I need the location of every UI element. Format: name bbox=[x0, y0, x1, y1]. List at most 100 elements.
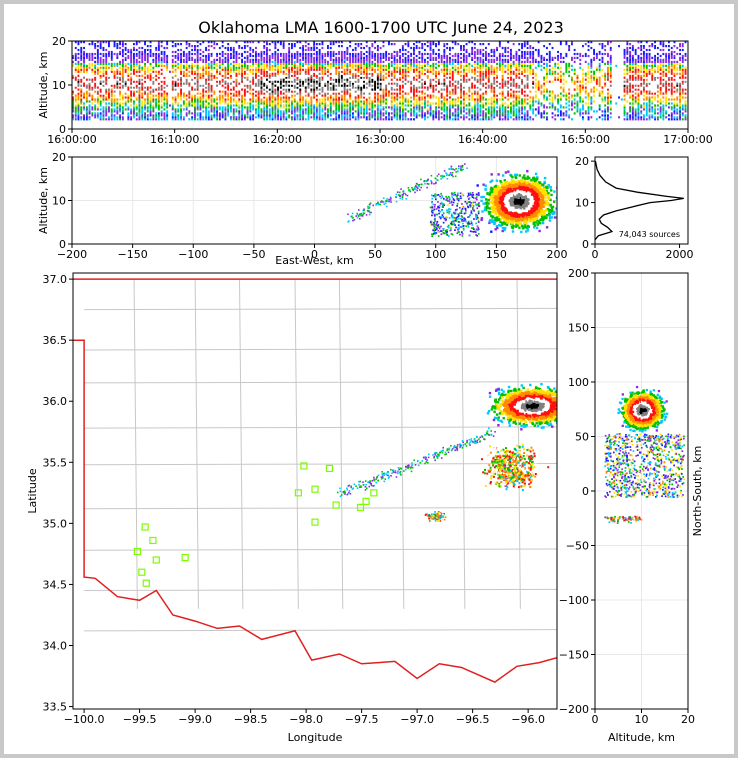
density-cell bbox=[72, 118, 74, 121]
density-cell bbox=[482, 74, 485, 77]
density-cell bbox=[171, 106, 174, 109]
density-cell bbox=[368, 52, 371, 56]
density-cell bbox=[307, 62, 310, 65]
density-cell bbox=[476, 70, 479, 73]
density-cell bbox=[202, 78, 205, 81]
density-cell bbox=[279, 72, 282, 75]
density-cell bbox=[363, 114, 365, 117]
density-cell bbox=[413, 64, 415, 67]
density-cell bbox=[221, 74, 224, 77]
density-cell bbox=[216, 116, 218, 119]
density-cell bbox=[413, 94, 415, 97]
density-cell bbox=[88, 94, 91, 97]
density-cell bbox=[185, 84, 188, 87]
density-cell bbox=[304, 92, 307, 95]
density-cell bbox=[108, 41, 110, 44]
density-cell bbox=[121, 70, 124, 73]
density-cell bbox=[110, 92, 113, 95]
density-cell bbox=[307, 66, 310, 69]
density-cell bbox=[315, 54, 318, 58]
density-cell bbox=[454, 102, 457, 105]
density-cell bbox=[418, 52, 421, 56]
density-cell bbox=[510, 68, 512, 71]
density-cell bbox=[510, 86, 512, 89]
density-cell bbox=[399, 116, 401, 119]
density-cell bbox=[335, 62, 338, 65]
density-cell bbox=[379, 92, 382, 95]
density-cell bbox=[529, 72, 532, 75]
density-cell bbox=[365, 90, 368, 93]
density-cell bbox=[149, 64, 152, 67]
density-cell bbox=[504, 70, 507, 73]
density-cell bbox=[144, 82, 146, 85]
density-cell bbox=[338, 100, 340, 103]
density-cell bbox=[512, 112, 515, 115]
density-cell bbox=[451, 118, 454, 121]
density-cell bbox=[177, 43, 180, 46]
density-cell bbox=[521, 76, 523, 79]
density-cell bbox=[327, 62, 329, 65]
density-cell bbox=[504, 54, 507, 58]
density-cell bbox=[404, 108, 407, 111]
density-cell bbox=[149, 104, 152, 107]
density-cell bbox=[357, 118, 360, 121]
density-cell bbox=[196, 64, 199, 67]
density-cell bbox=[354, 98, 357, 101]
density-cell bbox=[460, 46, 462, 50]
density-cell bbox=[205, 48, 207, 52]
density-cell bbox=[157, 48, 160, 52]
density-cell bbox=[74, 86, 77, 89]
density-cell bbox=[285, 118, 288, 121]
density-cell bbox=[249, 64, 252, 67]
density-cell bbox=[446, 70, 449, 73]
density-cell bbox=[155, 52, 158, 56]
density-cell bbox=[277, 116, 279, 119]
density-cell bbox=[99, 72, 102, 75]
density-cell bbox=[196, 98, 199, 101]
density-cell bbox=[376, 54, 379, 58]
density-cell bbox=[230, 74, 232, 77]
density-cell bbox=[230, 110, 232, 113]
density-cell bbox=[307, 108, 310, 111]
density-cell bbox=[119, 74, 121, 77]
density-cell bbox=[238, 68, 241, 71]
density-cell bbox=[385, 66, 388, 69]
density-cell bbox=[324, 102, 327, 105]
density-cell bbox=[407, 74, 410, 77]
density-cell bbox=[227, 54, 230, 58]
density-cell bbox=[457, 114, 460, 117]
density-cell bbox=[185, 60, 188, 63]
density-cell bbox=[279, 110, 282, 113]
density-cell bbox=[249, 110, 252, 113]
density-cell bbox=[410, 72, 413, 75]
density-cell bbox=[144, 41, 146, 44]
density-cell bbox=[218, 84, 221, 87]
density-cell bbox=[393, 106, 396, 109]
density-cell bbox=[149, 70, 152, 73]
density-cell bbox=[263, 100, 266, 103]
density-cell bbox=[462, 66, 465, 69]
density-cell bbox=[335, 82, 338, 85]
density-cell bbox=[460, 56, 462, 59]
density-cell bbox=[507, 86, 510, 89]
density-cell bbox=[74, 108, 77, 111]
density-cell bbox=[432, 64, 435, 67]
density-cell bbox=[457, 70, 460, 73]
density-cell bbox=[157, 74, 160, 77]
density-cell bbox=[379, 82, 382, 85]
density-cell bbox=[468, 82, 471, 85]
density-cell bbox=[255, 62, 257, 65]
density-cell bbox=[252, 68, 255, 71]
density-cell bbox=[501, 60, 504, 63]
density-cell bbox=[379, 52, 382, 56]
density-cell bbox=[418, 110, 421, 113]
density-cell bbox=[479, 56, 482, 59]
density-cell bbox=[299, 94, 302, 97]
density-cell bbox=[80, 50, 83, 54]
density-cell bbox=[227, 94, 230, 97]
density-cell bbox=[94, 62, 97, 65]
density-cell bbox=[493, 98, 496, 101]
density-cell bbox=[421, 58, 424, 61]
density-cell bbox=[374, 118, 376, 121]
density-cell bbox=[451, 100, 454, 103]
